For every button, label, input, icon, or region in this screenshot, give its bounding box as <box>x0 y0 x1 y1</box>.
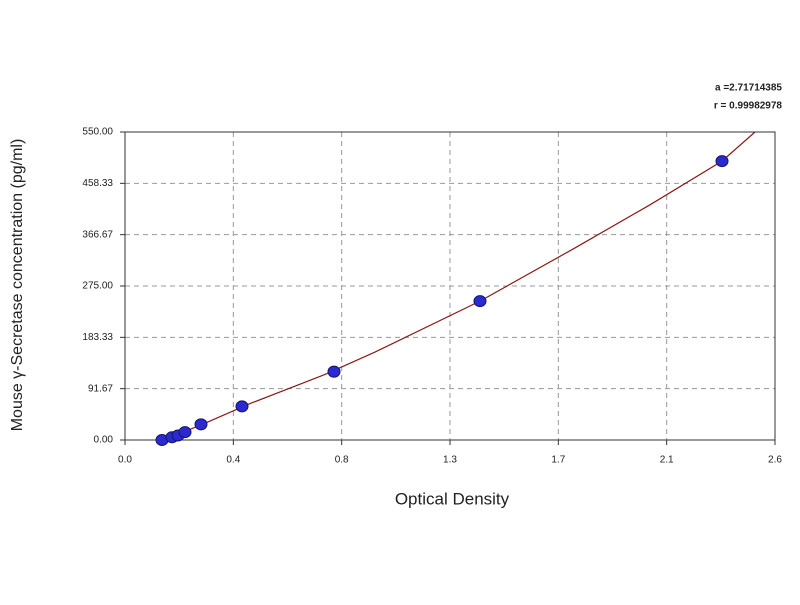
data-point <box>235 400 249 413</box>
annotation: r = 0.99982978 <box>714 101 783 112</box>
y-tick-label: 183.33 <box>82 332 113 343</box>
data-point <box>715 155 729 168</box>
x-tick-label: 2.1 <box>660 455 674 466</box>
y-tick-label: 275.00 <box>82 281 113 292</box>
y-tick-label: 550.00 <box>82 127 113 138</box>
data-point <box>178 426 192 439</box>
y-axis-label: Mouse γ-Secretase concentration (pg/ml) <box>9 139 26 432</box>
data-point <box>473 295 487 308</box>
y-tick-label: 458.33 <box>82 178 113 189</box>
data-point <box>194 418 208 431</box>
annotation: a =2.71714385 <box>715 83 782 94</box>
fit-curve <box>162 131 756 441</box>
x-tick-label: 2.6 <box>768 455 782 466</box>
plot-frame <box>124 131 776 441</box>
y-tick-label: 91.67 <box>88 383 113 394</box>
x-tick-label: 1.7 <box>551 455 565 466</box>
data-point <box>327 365 341 378</box>
y-tick-label: 0.00 <box>94 435 114 446</box>
x-tick-label: 0.0 <box>118 455 132 466</box>
y-tick-label: 366.67 <box>82 229 113 240</box>
x-tick-label: 0.8 <box>335 455 349 466</box>
x-tick-label: 1.3 <box>443 455 457 466</box>
x-axis-label: Optical Density <box>395 489 510 508</box>
x-tick-label: 0.4 <box>226 455 240 466</box>
